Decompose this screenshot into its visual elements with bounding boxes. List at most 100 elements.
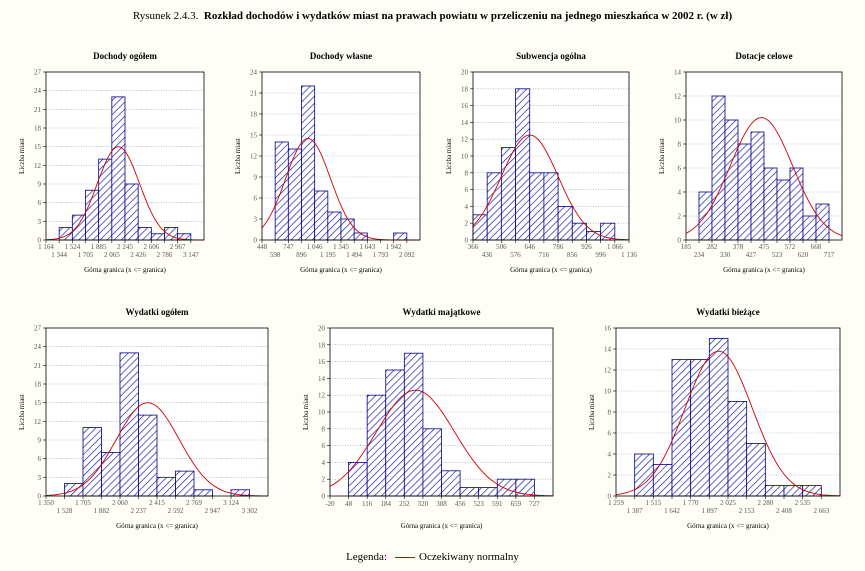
normal-curve — [472, 134, 630, 241]
histogram-bar — [571, 222, 587, 241]
x-tick-label: 856 — [567, 251, 578, 259]
y-tick-label: 15 — [34, 143, 42, 151]
x-tick-label: 1 882 — [94, 507, 110, 515]
histogram-bar — [486, 172, 502, 241]
chart-title: Wydatki majątkowe — [403, 307, 481, 317]
y-tick-label: 27 — [34, 69, 42, 77]
x-axis-label: Górna granica (x <= granica) — [687, 522, 769, 530]
x-tick-label: 2 245 — [117, 243, 133, 251]
x-tick-label: 1 942 — [386, 243, 402, 251]
histogram-bar — [727, 401, 748, 497]
histogram-bar — [746, 443, 766, 497]
x-tick-label: 3 124 — [223, 499, 239, 507]
histogram-bar — [138, 414, 158, 497]
y-tick-label: 0 — [38, 493, 42, 501]
y-tick-label: 3 — [38, 474, 42, 482]
y-tick-label: 6 — [254, 195, 258, 203]
x-tick-label: 3 302 — [242, 507, 258, 515]
y-tick-label: 21 — [34, 362, 42, 370]
x-tick-label: 330 — [720, 251, 731, 259]
y-tick-label: 4 — [465, 203, 469, 211]
histogram-chart: 0 3 6 9 12 15 18 21 24 448 747 1 046 1 345 1 643 1 942… — [234, 51, 421, 274]
x-tick-label: 475 — [759, 243, 770, 251]
y-axis-label: Liczba miast — [302, 394, 310, 430]
y-tick-label: 24 — [34, 87, 42, 95]
histogram-bar — [515, 478, 535, 497]
y-tick-label: 16 — [604, 325, 612, 333]
x-axis-label: Górna granica (x <= granica) — [84, 266, 166, 274]
y-tick-label: 18 — [34, 125, 42, 133]
y-tick-label: 9 — [38, 437, 42, 445]
histogram-bar — [348, 461, 368, 497]
x-tick-label: 896 — [296, 251, 307, 259]
x-tick-label: 1 164 — [38, 243, 54, 251]
y-tick-label: 24 — [34, 343, 42, 351]
plot-frame — [472, 71, 630, 241]
y-tick-label: 6 — [465, 186, 469, 194]
x-tick-label: 1 344 — [51, 251, 67, 259]
histogram-bar — [459, 487, 480, 497]
x-tick-label: 448 — [257, 243, 268, 251]
x-tick-label: 2 967 — [170, 243, 186, 251]
x-tick-label: 572 — [785, 243, 796, 251]
x-tick-label: 2 408 — [776, 507, 792, 515]
x-tick-label: 1 494 — [346, 251, 362, 259]
normal-curve — [329, 389, 554, 497]
x-tick-label: 576 — [510, 251, 521, 259]
x-tick-label: 48 — [345, 500, 353, 508]
y-tick-label: 0 — [608, 493, 612, 501]
x-tick-label: 3 147 — [183, 251, 199, 259]
x-tick-label: 727 — [529, 500, 540, 508]
chart-title: Subwencja ogólna — [516, 51, 586, 61]
legend-line-swatch — [395, 556, 416, 558]
x-tick-label: 2 415 — [149, 499, 165, 507]
x-tick-label: 1 259 — [608, 499, 624, 507]
y-tick-label: 27 — [34, 325, 42, 333]
y-tick-label: 16 — [461, 102, 469, 110]
histogram-bar — [403, 352, 424, 497]
y-tick-label: 24 — [250, 69, 258, 77]
histogram-chart: 0 3 6 9 12 15 18 21 24 27 1 164 1 524 1 885 2 245 2 60… — [18, 51, 205, 274]
histogram-bar — [441, 470, 461, 497]
normal-curve — [685, 117, 843, 237]
x-axis-label: Górna granica (x <= granica) — [116, 522, 198, 530]
histogram-bar — [711, 95, 726, 241]
y-tick-label: 0 — [38, 237, 42, 245]
y-tick-label: 0 — [322, 493, 326, 501]
y-tick-label: 2 — [678, 213, 682, 221]
y-axis-label: Liczba miast — [658, 138, 666, 174]
x-tick-label: 1 705 — [75, 499, 91, 507]
histogram-bar — [515, 88, 531, 241]
y-tick-label: 12 — [318, 392, 326, 400]
chart-title: Dotacje celowe — [735, 51, 792, 61]
x-tick-label: 620 — [798, 251, 809, 259]
x-tick-label: 1 046 — [307, 243, 323, 251]
x-tick-label: 747 — [283, 243, 294, 251]
x-tick-label: 786 — [553, 243, 564, 251]
y-tick-label: 14 — [318, 375, 326, 383]
histogram-bar — [737, 143, 752, 241]
x-tick-label: 2 237 — [131, 507, 147, 515]
x-tick-label: 1 642 — [664, 507, 680, 515]
x-tick-label: 1 897 — [701, 507, 717, 515]
y-tick-label: 4 — [608, 451, 612, 459]
x-tick-label: 1 705 — [78, 251, 94, 259]
y-tick-label: 15 — [34, 399, 42, 407]
histogram-bar — [789, 167, 804, 241]
x-axis-label: Górna granica (x <= granica) — [723, 266, 805, 274]
y-tick-label: 0 — [465, 237, 469, 245]
x-tick-label: 320 — [418, 500, 429, 508]
y-tick-label: 8 — [465, 169, 469, 177]
x-tick-label: 388 — [436, 500, 447, 508]
y-tick-label: 2 — [322, 476, 326, 484]
normal-curve — [615, 350, 841, 497]
x-tick-label: 1 793 — [373, 251, 389, 259]
chart-title: Dochody własne — [310, 51, 372, 61]
x-tick-label: 1 066 — [607, 243, 623, 251]
y-tick-label: 12 — [34, 162, 42, 170]
x-tick-label: 1 524 — [64, 243, 80, 251]
x-tick-label: 1 528 — [57, 507, 73, 515]
histogram-bar — [496, 478, 517, 497]
x-tick-label: 116 — [362, 500, 373, 508]
y-tick-label: 4 — [678, 189, 682, 197]
